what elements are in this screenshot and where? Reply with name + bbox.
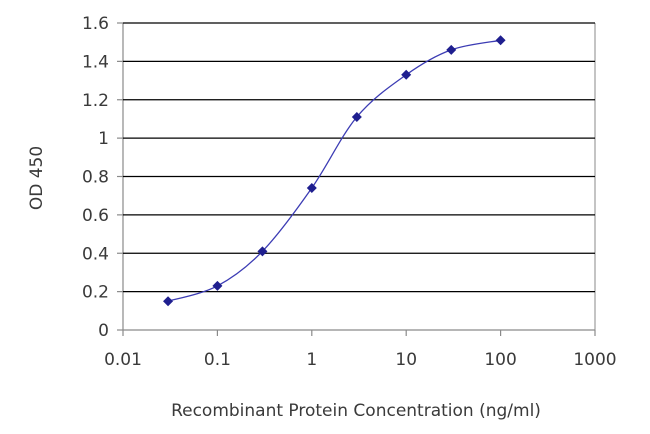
x-axis-title: Recombinant Protein Concentration (ng/ml…: [171, 401, 541, 421]
x-tick-label-3: 10: [395, 350, 417, 370]
y-tick-label-6: 1.2: [82, 91, 109, 111]
data-point-6: [446, 44, 457, 55]
y-tick-label-5: 1: [98, 129, 109, 149]
data-points: [163, 35, 506, 307]
data-point-7: [495, 35, 506, 46]
data-point-0: [163, 296, 174, 307]
x-tick-label-0: 0.01: [104, 350, 142, 370]
data-point-1: [212, 280, 223, 291]
y-tick-label-8: 1.6: [82, 14, 109, 34]
y-tick-label-0: 0: [98, 321, 109, 341]
y-tick-label-4: 0.8: [82, 168, 109, 188]
data-point-5: [401, 69, 412, 80]
data-point-4: [351, 112, 362, 123]
gridlines: [123, 22, 595, 293]
y-tick-label-7: 1.4: [82, 52, 109, 72]
x-tick-label-4: 100: [484, 350, 516, 370]
x-tick-label-2: 1: [306, 350, 317, 370]
x-axis-ticks: 0.01 0.1 1 10 100 1000: [104, 330, 617, 370]
data-point-3: [306, 183, 317, 194]
y-tick-label-1: 0.2: [82, 283, 109, 303]
y-axis-title: OD 450: [27, 146, 47, 210]
data-point-2: [257, 246, 268, 257]
y-tick-label-2: 0.4: [82, 244, 109, 264]
y-axis-ticks: 0 0.2 0.4 0.6 0.8 1 1.2 1.4 1.6: [82, 14, 123, 341]
x-tick-label-1: 0.1: [204, 350, 231, 370]
x-tick-label-5: 1000: [573, 350, 616, 370]
y-tick-label-3: 0.6: [82, 206, 109, 226]
series-line: [167, 39, 501, 302]
